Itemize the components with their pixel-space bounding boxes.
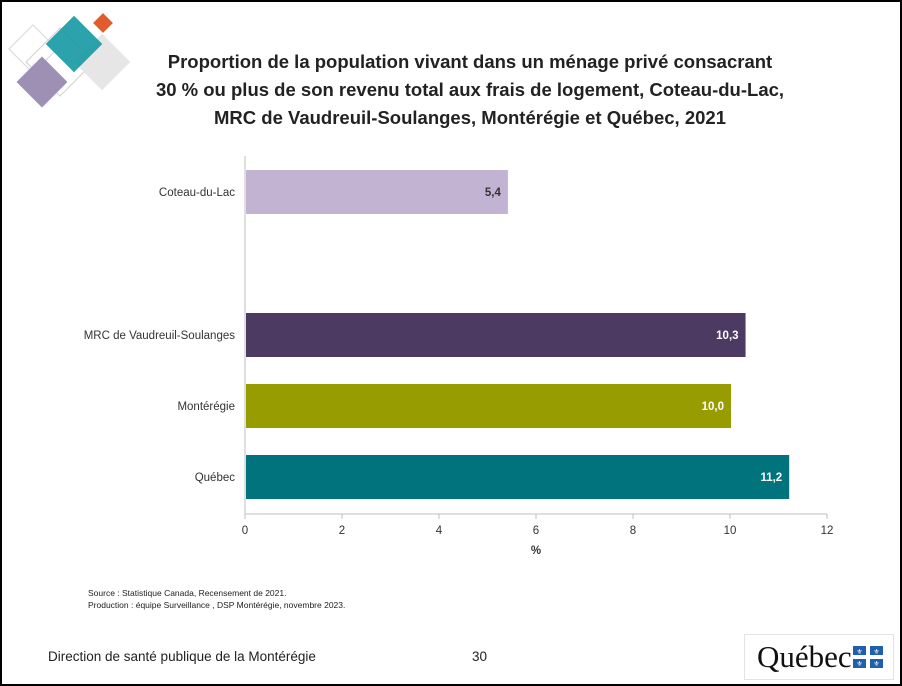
svg-text:⚜: ⚜ [873,648,879,656]
category-label: Québec [195,472,236,484]
data-label: 10,0 [702,401,724,413]
x-tick-label: 8 [630,525,636,537]
fleurdelise-flag-icon: ⚜ ⚜ ⚜ ⚜ [853,646,883,668]
diamond-orange [93,13,113,33]
quebec-wordmark: Québec [757,639,852,674]
x-tick-label: 12 [821,525,834,537]
quebec-logo: Québec ⚜ ⚜ ⚜ ⚜ [744,634,894,680]
page-number: 30 [472,649,488,664]
bar [246,313,746,357]
bar-chart: 0 2 4 6 8 10 12% Coteau-du-Lac 5,4 MRC de Vaudreu… [84,156,834,557]
bar [246,384,731,428]
chart-title-line-3: MRC de Vaudreuil-Soulanges, Montérégie e… [214,107,726,128]
data-label: 10,3 [716,330,738,342]
diamond-purple [16,56,68,108]
svg-text:⚜: ⚜ [873,660,879,668]
x-tick-label: 6 [533,525,539,537]
svg-text:⚜: ⚜ [856,660,862,668]
production-line: Production : équipe Surveillance , DSP M… [88,600,346,610]
x-tick-label: 0 [242,525,248,537]
data-label: 5,4 [485,187,502,199]
chart-title-line-2: 30 % ou plus de son revenu total aux fra… [155,79,785,100]
bar [246,455,790,499]
x-tick-label: 2 [339,525,345,537]
chart-title: Proportion de la population vivant dans … [122,48,818,132]
decorative-diamonds-icon [8,13,131,108]
x-axis-title: % [531,545,541,557]
category-label: Coteau-du-Lac [159,187,235,199]
data-label: 11,2 [760,472,782,484]
source-line: Source : Statistique Canada, Recensement… [88,588,287,598]
chart-title-line-1: Proportion de la population vivant dans … [167,51,773,72]
source-note: Source : Statistique Canada, Recensement… [88,587,345,611]
x-tick-label: 4 [436,525,443,537]
svg-text:⚜: ⚜ [856,648,862,656]
diamond-teal [45,15,103,73]
footer-organization: Direction de santé publique de la Montér… [48,649,316,664]
category-label: MRC de Vaudreuil-Soulanges [84,330,236,342]
category-label: Montérégie [177,401,235,413]
bar [246,170,508,214]
x-tick-label: 10 [724,525,737,537]
